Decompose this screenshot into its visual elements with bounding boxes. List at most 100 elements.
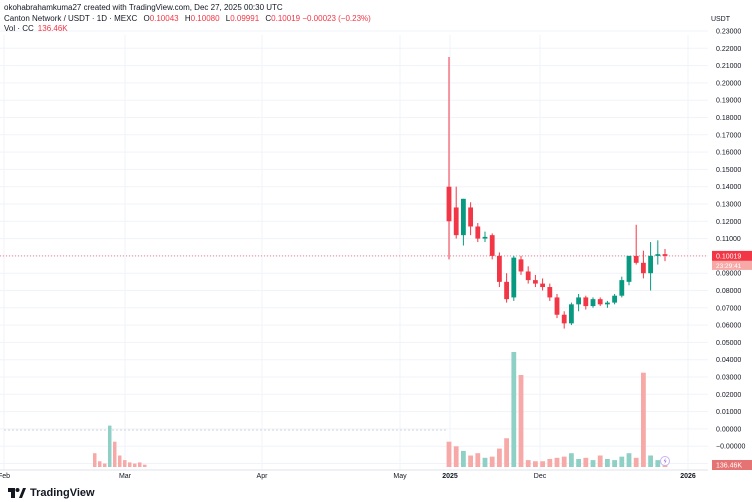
volume-bar — [453, 446, 459, 467]
candle-body — [619, 280, 625, 296]
volume-value: 136.46K — [37, 24, 68, 33]
volume-bar — [108, 425, 112, 467]
candle-body — [626, 255, 632, 282]
countdown-badge — [712, 260, 752, 270]
price-tick-label: 0.17000 — [716, 132, 741, 139]
volume-legend[interactable]: Vol · CC 136.46K — [4, 24, 68, 33]
last-price-badge — [712, 250, 752, 261]
price-tick-label: 0.12000 — [716, 219, 741, 226]
candle-body — [641, 262, 646, 274]
price-tick-label: 0.06000 — [716, 323, 741, 330]
tradingview-logo-icon — [8, 488, 26, 498]
low-value: 0.09991 — [230, 14, 260, 23]
time-tick-label: Feb — [0, 473, 10, 480]
volume-bar — [118, 455, 122, 467]
lightning-icon — [660, 456, 670, 466]
candle-body — [540, 283, 545, 288]
time-tick-label: 2025 — [442, 473, 458, 480]
volume-bar — [605, 458, 610, 467]
tradingview-logo[interactable]: TradingView — [8, 487, 95, 499]
price-axis: 0.23000 0.22000 0.21000 0.20000 0.19000 0.180… — [712, 29, 752, 470]
price-tick-label: 0.16000 — [716, 150, 741, 157]
candlestick-series — [446, 56, 668, 329]
price-tick-label: −0.00000 — [716, 444, 745, 451]
price-tick-label: 0.22000 — [716, 46, 741, 53]
volume-bar — [133, 463, 137, 467]
volume-bar — [123, 460, 127, 467]
price-tick-label: 0.19000 — [716, 98, 741, 105]
price-tick-label: 0.14000 — [716, 184, 741, 191]
candle-body — [597, 299, 603, 305]
volume-bar — [93, 453, 97, 467]
candle-body — [533, 280, 538, 284]
chart-credit: okohabrahamkuma27 created with TradingVi… — [4, 3, 283, 12]
symbol-legend[interactable]: Canton Network / USDT · 1D · MEXC O0.100… — [4, 14, 371, 23]
candle-body — [561, 314, 567, 324]
volume-bar — [98, 461, 102, 467]
candle-body — [511, 257, 517, 298]
volume-bar — [655, 460, 661, 467]
volume-bar — [446, 441, 452, 467]
candle-body — [504, 281, 509, 300]
candle-body — [482, 236, 488, 239]
price-tick-label: 0.00000 — [716, 426, 741, 433]
candle-body — [446, 186, 452, 222]
time-axis: Feb Mar Apr May 2025 Dec 2026 — [0, 456, 708, 480]
volume-bar — [648, 455, 653, 467]
price-tick-label: 0.05000 — [716, 340, 741, 347]
volume-bar — [482, 457, 488, 467]
candle-body — [633, 255, 639, 263]
volume-series — [93, 352, 668, 467]
volume-bar — [113, 441, 117, 467]
volume-bar — [612, 460, 617, 467]
price-tick-label: 0.13000 — [716, 202, 741, 209]
volume-bar — [540, 461, 545, 467]
candle-body — [583, 297, 589, 307]
candle-body — [576, 297, 581, 305]
price-tick-label: 0.23000 — [716, 29, 741, 36]
tradingview-logo-text: TradingView — [30, 487, 95, 499]
volume-bar — [518, 375, 524, 467]
candle-body — [453, 207, 459, 236]
volume-bar — [504, 438, 509, 467]
volume-bar — [525, 460, 531, 467]
candle-body — [554, 297, 560, 315]
price-tick-label: 0.01000 — [716, 409, 741, 416]
volume-bar — [597, 455, 603, 467]
volume-badge-text: 136.46K — [716, 463, 742, 470]
price-tick-label: 0.07000 — [716, 305, 741, 312]
price-tick-label: 0.03000 — [716, 375, 741, 382]
low-label: L — [225, 14, 231, 23]
last-price-badge-text: 0.10019 — [716, 253, 741, 260]
volume-bar — [143, 464, 147, 467]
candle-body — [648, 255, 653, 274]
candle-body — [525, 271, 531, 281]
close-value: 0.10019 — [271, 14, 301, 23]
volume-bar — [569, 453, 574, 467]
volume-bar — [489, 456, 495, 467]
candle-body — [655, 254, 661, 256]
close-label: C — [265, 14, 272, 23]
candle-body — [497, 255, 502, 282]
volume-badge — [712, 460, 752, 470]
price-tick-label: 0.18000 — [716, 115, 741, 122]
price-tick-label: 0.08000 — [716, 288, 741, 295]
change-value: −0.00023 (−0.23%) — [302, 14, 371, 23]
volume-bar — [633, 457, 639, 467]
time-tick-label: May — [393, 473, 407, 480]
price-tick-label: 0.11000 — [716, 236, 741, 243]
volume-bar — [576, 458, 581, 467]
volume-label: Vol · CC — [4, 24, 34, 33]
candle-body — [662, 254, 668, 256]
candle-body — [489, 235, 495, 256]
volume-bar — [128, 462, 132, 467]
volume-bar — [554, 457, 560, 467]
lightning-icon-glyph — [663, 457, 667, 465]
volume-bar — [547, 458, 553, 467]
volume-bar — [533, 461, 538, 467]
time-tick-label: Apr — [257, 473, 269, 480]
price-tick-label: 0.09000 — [716, 271, 741, 278]
price-tick-label: 0.21000 — [716, 63, 741, 70]
open-value: 0.10043 — [149, 14, 179, 23]
